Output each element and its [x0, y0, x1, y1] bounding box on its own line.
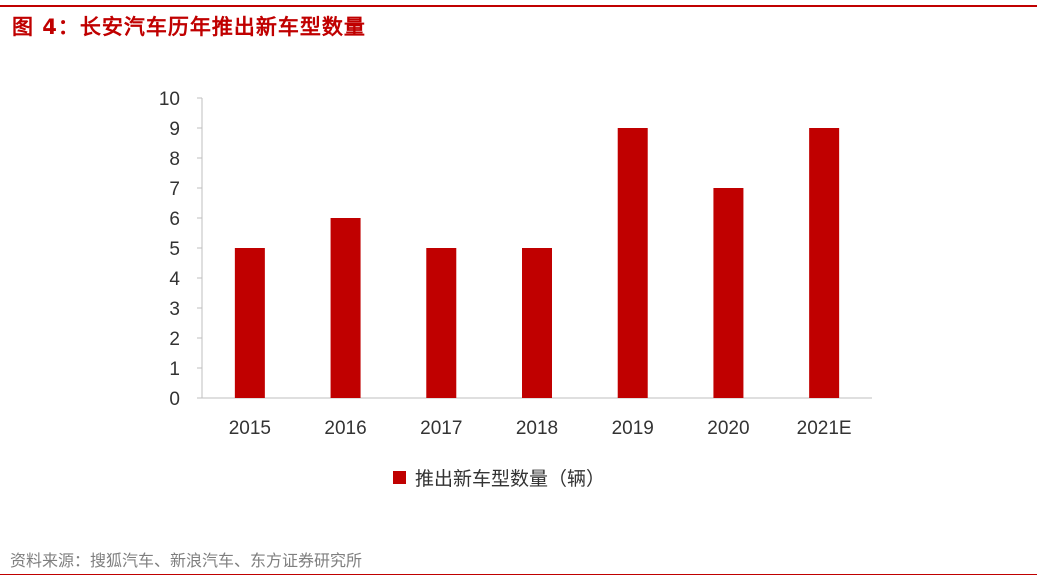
bar — [522, 248, 552, 398]
y-axis: 0 1 2 3 4 5 6 7 8 9 10 — [159, 89, 203, 410]
source-note: 资料来源：搜狐汽车、新浪汽车、东方证券研究所 — [10, 551, 363, 570]
y-tick-label: 9 — [169, 119, 180, 140]
bar — [426, 248, 457, 398]
legend: 推出新车型数量（辆） — [393, 462, 605, 492]
x-tick-label: 2018 — [516, 418, 558, 439]
y-tick-label: 7 — [169, 179, 180, 200]
bottom-rule — [0, 574, 1037, 575]
y-tick-label: 3 — [169, 299, 180, 320]
y-tick-label: 10 — [159, 89, 180, 110]
bar — [617, 128, 648, 398]
y-tick-label: 8 — [169, 149, 180, 170]
x-tick-label: 2020 — [707, 418, 749, 439]
x-tick-label: 2021E — [797, 418, 852, 439]
x-axis: 2015 2016 2017 2018 2019 2020 2021E — [202, 397, 872, 439]
y-tick-label: 0 — [169, 389, 180, 410]
x-tick-label: 2016 — [324, 418, 366, 439]
bars — [234, 128, 840, 398]
figure-title: 图 4：长安汽车历年推出新车型数量 — [12, 15, 366, 39]
y-tick-label: 5 — [169, 239, 180, 260]
bar — [330, 218, 361, 398]
y-tick-label: 6 — [169, 209, 180, 230]
bar — [234, 248, 265, 398]
y-tick-label: 1 — [169, 359, 180, 380]
legend-swatch — [393, 470, 406, 484]
y-tick-label: 4 — [169, 269, 180, 290]
bar — [809, 128, 840, 398]
bar — [713, 188, 744, 398]
x-tick-label: 2015 — [229, 418, 271, 439]
legend-label: 推出新车型数量（辆） — [415, 467, 606, 490]
y-tick-label: 2 — [169, 329, 180, 350]
x-tick-label: 2017 — [420, 418, 462, 439]
top-rule — [0, 5, 1037, 7]
x-tick-label: 2019 — [612, 418, 654, 439]
